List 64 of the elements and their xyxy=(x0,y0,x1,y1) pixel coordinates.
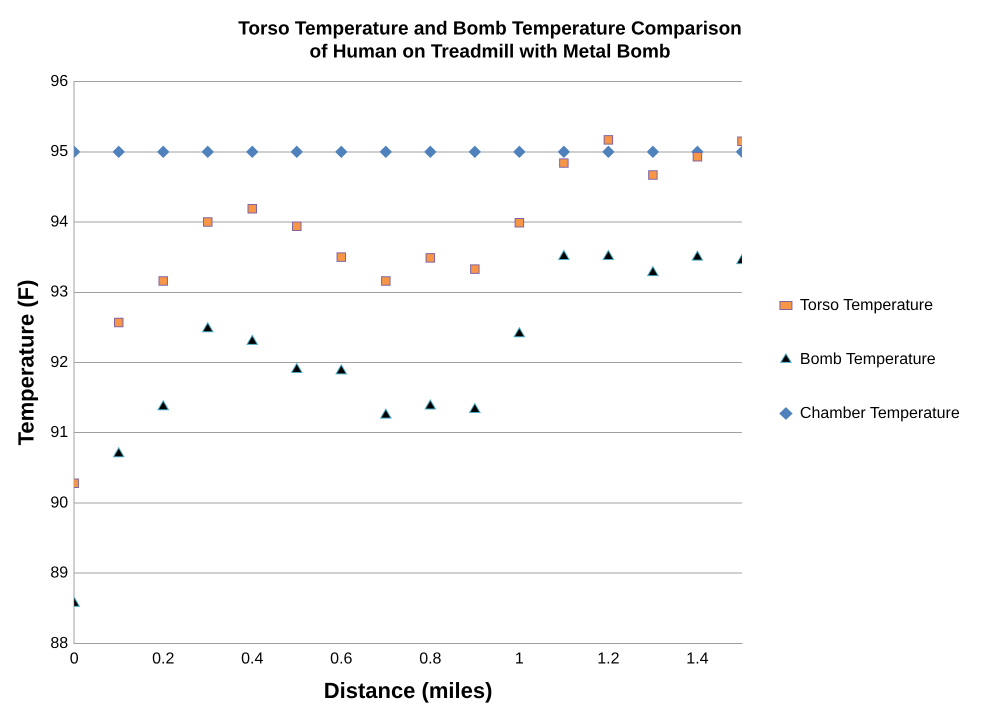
point xyxy=(647,266,659,276)
x-tick-label: 0.2 xyxy=(152,650,174,668)
y-tick-label: 93 xyxy=(50,284,68,301)
legend-label: Torso Temperature xyxy=(800,296,934,314)
point xyxy=(335,146,348,158)
x-tick-label: 0.4 xyxy=(241,650,264,668)
point xyxy=(113,447,124,458)
point xyxy=(112,146,125,158)
point xyxy=(248,204,257,214)
point xyxy=(380,146,392,158)
y-tick-label: 94 xyxy=(50,213,68,230)
y-tick-label: 95 xyxy=(50,143,68,160)
point xyxy=(246,334,258,345)
point xyxy=(468,146,481,158)
y-axis-title: Temperature (F) xyxy=(13,280,38,446)
y-tick-label: 90 xyxy=(50,494,68,512)
x-tick-label: 0 xyxy=(70,650,79,668)
point xyxy=(291,363,302,374)
y-tick-label: 88 xyxy=(50,634,68,652)
point xyxy=(692,250,704,261)
y-tick-label: 91 xyxy=(50,424,68,442)
x-tick-label: 0.6 xyxy=(330,650,353,668)
x-tick-label: 1 xyxy=(514,650,524,668)
point xyxy=(202,322,214,332)
point xyxy=(514,327,526,338)
point xyxy=(336,252,346,262)
point xyxy=(558,146,570,158)
point xyxy=(202,146,214,158)
y-tick-label: 89 xyxy=(50,564,68,582)
point xyxy=(513,146,526,158)
y-tick-label: 92 xyxy=(50,354,68,371)
point xyxy=(203,217,212,227)
point xyxy=(114,318,124,328)
point xyxy=(692,152,702,162)
point xyxy=(424,400,436,410)
point xyxy=(602,146,614,158)
point xyxy=(602,250,614,260)
point xyxy=(559,158,569,168)
x-tick-label: 1.2 xyxy=(597,650,620,668)
point xyxy=(158,400,169,410)
point xyxy=(290,146,303,158)
point xyxy=(246,146,258,158)
point xyxy=(558,250,570,260)
y-tick-label: 96 xyxy=(50,73,68,90)
point xyxy=(424,146,436,158)
point xyxy=(469,403,481,414)
point xyxy=(470,264,480,274)
legend-label: Bomb Temperature xyxy=(800,350,936,368)
x-axis-title: Distance (miles) xyxy=(324,678,492,703)
legend-label: Chamber Temperature xyxy=(800,404,960,422)
x-tick-label: 0.8 xyxy=(419,650,442,668)
point xyxy=(604,135,614,145)
point xyxy=(381,276,391,286)
point xyxy=(158,276,168,286)
point xyxy=(648,170,658,180)
point xyxy=(646,146,659,158)
point xyxy=(292,222,302,232)
chart-title: Torso Temperature and Bomb Temperature Comparison of Human on Treadmill with Metal Bomb xyxy=(238,18,742,62)
point xyxy=(514,218,524,228)
point xyxy=(336,364,347,374)
x-tick-label: 1.4 xyxy=(686,650,709,668)
point xyxy=(426,253,436,263)
point xyxy=(380,408,392,419)
point xyxy=(157,146,170,158)
